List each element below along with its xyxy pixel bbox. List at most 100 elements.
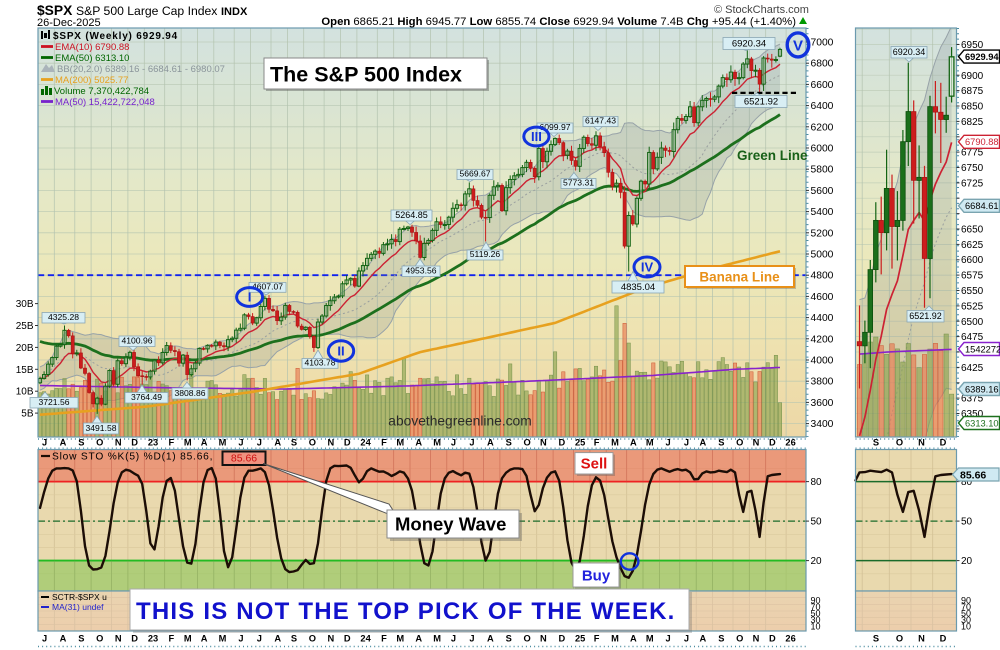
svg-text:A: A xyxy=(60,634,67,644)
svg-text:N: N xyxy=(327,634,334,644)
svg-text:N: N xyxy=(753,438,760,448)
svg-text:D: D xyxy=(558,438,565,448)
svg-text:4100.96: 4100.96 xyxy=(121,336,152,346)
svg-text:J: J xyxy=(469,438,474,448)
svg-text:O: O xyxy=(309,634,316,644)
svg-text:M: M xyxy=(611,634,619,644)
svg-text:N: N xyxy=(918,634,925,644)
svg-text:S: S xyxy=(291,634,297,644)
svg-text:A: A xyxy=(201,634,208,644)
svg-text:D: D xyxy=(344,634,351,644)
svg-text:F: F xyxy=(594,634,600,644)
svg-text:6875: 6875 xyxy=(961,86,984,97)
svg-text:6920.34: 6920.34 xyxy=(893,47,926,57)
svg-text:D: D xyxy=(131,634,138,644)
svg-text:4103.78: 4103.78 xyxy=(304,357,335,367)
svg-text:24: 24 xyxy=(360,438,371,448)
svg-text:6575: 6575 xyxy=(961,271,984,282)
svg-text:6147.43: 6147.43 xyxy=(585,116,616,126)
svg-text:Open 6865.21 High 6945.77 Low: Open 6865.21 High 6945.77 Low 6855.74 Cl… xyxy=(321,16,796,28)
svg-text:Sell: Sell xyxy=(581,456,608,473)
svg-text:D: D xyxy=(131,438,138,448)
svg-text:M: M xyxy=(433,634,441,644)
svg-text:S&P 500 Large Cap Index: S&P 500 Large Cap Index xyxy=(76,4,217,18)
svg-text:Buy: Buy xyxy=(582,568,611,585)
svg-text:6313.10: 6313.10 xyxy=(965,418,999,428)
svg-text:26: 26 xyxy=(785,438,795,448)
svg-text:50: 50 xyxy=(961,609,971,619)
svg-text:7000: 7000 xyxy=(811,38,834,49)
svg-text:S: S xyxy=(78,438,84,448)
svg-text:M: M xyxy=(646,634,654,644)
svg-text:24: 24 xyxy=(360,634,371,644)
svg-text:O: O xyxy=(896,634,903,644)
svg-text:J: J xyxy=(469,634,474,644)
svg-text:3400: 3400 xyxy=(811,419,834,430)
svg-text:O: O xyxy=(896,438,903,448)
svg-text:Green Line: Green Line xyxy=(737,148,808,163)
svg-text:F: F xyxy=(169,634,175,644)
svg-text:SCTR-$SPX u: SCTR-$SPX u xyxy=(52,592,107,602)
svg-text:25: 25 xyxy=(575,438,585,448)
svg-text:6625: 6625 xyxy=(961,240,984,251)
svg-text:5119.26: 5119.26 xyxy=(470,249,501,259)
svg-text:BB(20,2.0) 6389.16 - 6684.61 -: BB(20,2.0) 6389.16 - 6684.61 - 6980.07 xyxy=(57,64,225,75)
svg-text:50: 50 xyxy=(811,609,821,619)
svg-text:O: O xyxy=(523,634,530,644)
svg-text:3764.49: 3764.49 xyxy=(131,392,162,402)
svg-text:M: M xyxy=(219,438,227,448)
svg-text:F: F xyxy=(381,634,387,644)
svg-text:A: A xyxy=(201,438,208,448)
svg-text:J: J xyxy=(257,438,262,448)
svg-text:J: J xyxy=(451,634,456,644)
svg-text:5264.85: 5264.85 xyxy=(395,210,428,220)
svg-text:4835.04: 4835.04 xyxy=(621,282,655,293)
svg-text:D: D xyxy=(769,634,776,644)
svg-text:S: S xyxy=(506,438,512,448)
svg-text:Banana Line: Banana Line xyxy=(699,270,780,285)
svg-text:6600: 6600 xyxy=(811,80,834,91)
svg-text:A: A xyxy=(700,634,707,644)
svg-text:M: M xyxy=(646,438,654,448)
svg-text:S: S xyxy=(506,634,512,644)
svg-text:O: O xyxy=(96,634,103,644)
svg-text:M: M xyxy=(219,634,227,644)
svg-text:6775: 6775 xyxy=(961,148,984,159)
svg-text:Money Wave: Money Wave xyxy=(395,514,506,535)
svg-text:A: A xyxy=(487,634,494,644)
svg-text:6920.34: 6920.34 xyxy=(732,39,766,50)
svg-text:S: S xyxy=(718,634,724,644)
svg-text:F: F xyxy=(169,438,175,448)
svg-text:4325.28: 4325.28 xyxy=(48,312,79,322)
svg-text:1542272: 1542272 xyxy=(965,344,1000,354)
svg-text:M: M xyxy=(396,438,404,448)
svg-text:A: A xyxy=(274,634,281,644)
svg-text:N: N xyxy=(540,438,547,448)
svg-text:6684.61: 6684.61 xyxy=(965,201,999,211)
svg-text:4953.56: 4953.56 xyxy=(405,266,436,276)
svg-text:3600: 3600 xyxy=(811,398,834,409)
svg-text:6850: 6850 xyxy=(961,102,984,113)
svg-text:10: 10 xyxy=(811,622,821,632)
svg-text:S: S xyxy=(873,438,879,448)
svg-text:15B: 15B xyxy=(16,365,34,376)
svg-text:I: I xyxy=(248,290,252,305)
svg-text:The S&P 500 Index: The S&P 500 Index xyxy=(270,63,462,87)
svg-text:V: V xyxy=(793,37,803,54)
svg-text:25: 25 xyxy=(575,634,585,644)
svg-text:IV: IV xyxy=(641,260,654,275)
svg-text:N: N xyxy=(115,438,122,448)
svg-text:N: N xyxy=(918,438,925,448)
svg-text:III: III xyxy=(531,129,542,144)
svg-text:N: N xyxy=(540,634,547,644)
svg-text:A: A xyxy=(60,438,67,448)
svg-text:70: 70 xyxy=(811,602,821,612)
svg-text:J: J xyxy=(238,438,243,448)
svg-text:6389.16: 6389.16 xyxy=(965,384,999,394)
svg-text:O: O xyxy=(736,438,743,448)
svg-text:A: A xyxy=(415,634,422,644)
svg-text:J: J xyxy=(257,634,262,644)
svg-text:30: 30 xyxy=(961,615,971,625)
svg-text:30: 30 xyxy=(811,615,821,625)
svg-text:EMA(50) 6313.10: EMA(50) 6313.10 xyxy=(55,53,129,64)
